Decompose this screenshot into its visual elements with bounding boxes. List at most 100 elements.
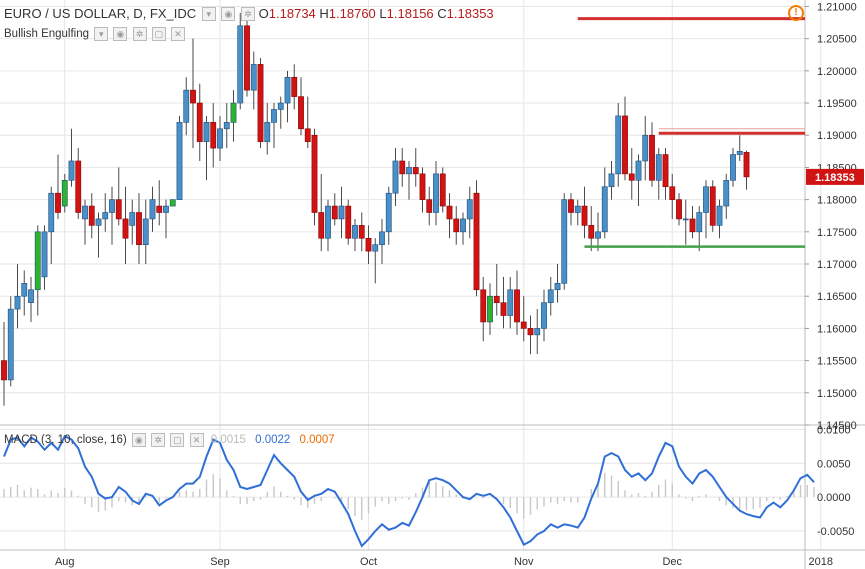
candle-body <box>102 212 109 220</box>
candle-body <box>588 225 595 239</box>
candle-body <box>203 122 210 142</box>
macd-signal-value: 0.0007 <box>299 434 335 446</box>
candle-body <box>122 218 129 239</box>
alert-icon[interactable]: ! <box>788 5 804 21</box>
macd-title[interactable]: MACD (3, 10, close, 16) <box>4 434 127 446</box>
candle-body <box>34 231 41 291</box>
code-icon[interactable]: ▢ <box>151 27 166 41</box>
chevron-down-icon[interactable]: ▾ <box>201 6 216 21</box>
macd-histogram <box>3 472 815 521</box>
candle-body <box>514 289 520 323</box>
candle-body <box>109 199 115 213</box>
candle-body <box>689 218 696 233</box>
candle-body <box>176 122 183 200</box>
candle-body <box>271 109 277 123</box>
candle-body <box>615 115 622 175</box>
close-value: 1.18353 <box>446 6 494 22</box>
price-tick-label: 1.19500 <box>817 98 857 110</box>
candle-body <box>230 102 237 123</box>
macd-tick-label: 0.0050 <box>817 458 851 470</box>
candle-body <box>244 25 250 91</box>
candle-body <box>14 295 21 310</box>
candle-body <box>149 199 156 220</box>
macd-tick-label: -0.0050 <box>817 526 854 538</box>
candle-body <box>412 167 419 175</box>
candle-body <box>628 173 635 181</box>
code-icon[interactable]: ▢ <box>170 433 185 447</box>
candle-body <box>568 199 574 213</box>
macd-histogram-value: 0.0015 <box>210 434 246 446</box>
candle-body <box>325 205 331 239</box>
time-tick-label: Oct <box>360 556 377 568</box>
candle-body <box>703 186 709 213</box>
candle-body <box>676 199 682 220</box>
candle-body <box>250 64 257 91</box>
candle-body <box>534 328 541 336</box>
symbol-title[interactable]: EURO / US DOLLAR, D, FX_IDC <box>4 6 197 22</box>
macd-series-line <box>3 434 815 548</box>
candle-body <box>82 205 88 220</box>
current-price-label: 1.18353 <box>815 172 855 184</box>
candle-body <box>460 218 466 233</box>
candle-body <box>41 231 48 278</box>
candle-body <box>142 218 149 245</box>
gear-icon[interactable]: ✲ <box>151 433 166 447</box>
candle-body <box>439 173 446 207</box>
candle-body <box>48 192 55 233</box>
candle-body <box>527 328 534 336</box>
candle-body <box>419 173 426 200</box>
price-tick-label: 1.15500 <box>817 356 857 368</box>
candle-body <box>426 199 433 213</box>
candle-body <box>541 302 547 329</box>
time-axis: Aug Sep Oct Nov Dec 2018 <box>55 556 833 568</box>
candle-body <box>392 160 399 194</box>
price-tick-label: 1.16000 <box>817 323 857 335</box>
candle-body <box>480 289 487 323</box>
gear-icon[interactable]: ✲ <box>241 6 256 21</box>
candle-body <box>284 76 291 104</box>
current-price-box <box>806 168 864 185</box>
indicator-title[interactable]: Bullish Engulfing <box>4 28 90 40</box>
candle-body <box>129 212 136 226</box>
candle-body <box>311 134 318 213</box>
price-tick-label: 1.20500 <box>817 34 857 46</box>
candle-body <box>298 96 304 130</box>
candle-body <box>190 89 196 104</box>
price-tick-label: 1.15000 <box>817 388 857 400</box>
candle-body <box>622 115 628 175</box>
candle-body <box>554 283 561 291</box>
candle-body <box>716 205 723 226</box>
candle-body <box>183 89 190 123</box>
candle-body <box>433 173 439 213</box>
high-value: 1.18760 <box>328 6 376 22</box>
candle-body <box>379 231 385 245</box>
eye-icon[interactable]: ◉ <box>131 433 146 447</box>
candle-body <box>487 295 493 323</box>
candle-body <box>163 205 169 213</box>
candle-body <box>574 205 581 213</box>
price-axis: 1.210001.205001.200001.195001.190001.185… <box>805 1 864 432</box>
candle-body <box>196 102 203 142</box>
candle-body <box>28 289 34 303</box>
macd-axis: 0.0100 0.0050 0.0000 -0.0050 <box>817 424 854 538</box>
macd-line <box>3 434 815 548</box>
gear-icon[interactable]: ✲ <box>132 27 147 41</box>
time-tick-label: 2018 <box>809 556 833 568</box>
close-icon[interactable]: ✕ <box>171 27 186 41</box>
open-value: 1.18734 <box>268 6 316 22</box>
candle-body <box>223 122 230 130</box>
ohlc-values: O1.18734 H1.18760 L1.18156 C1.18353 <box>258 6 494 22</box>
eye-icon[interactable]: ◉ <box>113 27 128 41</box>
macd-tick-label: 0.0100 <box>817 424 851 436</box>
candle-body <box>136 212 142 245</box>
candle-body <box>352 225 358 239</box>
candle-body <box>466 199 473 220</box>
chevron-down-icon[interactable]: ▾ <box>94 27 109 41</box>
eye-icon[interactable]: ◉ <box>221 6 236 21</box>
price-tick-label: 1.17500 <box>817 227 857 239</box>
candle-body <box>277 102 284 110</box>
close-icon[interactable]: ✕ <box>189 433 204 447</box>
price-tick-label: 1.21000 <box>817 1 857 13</box>
